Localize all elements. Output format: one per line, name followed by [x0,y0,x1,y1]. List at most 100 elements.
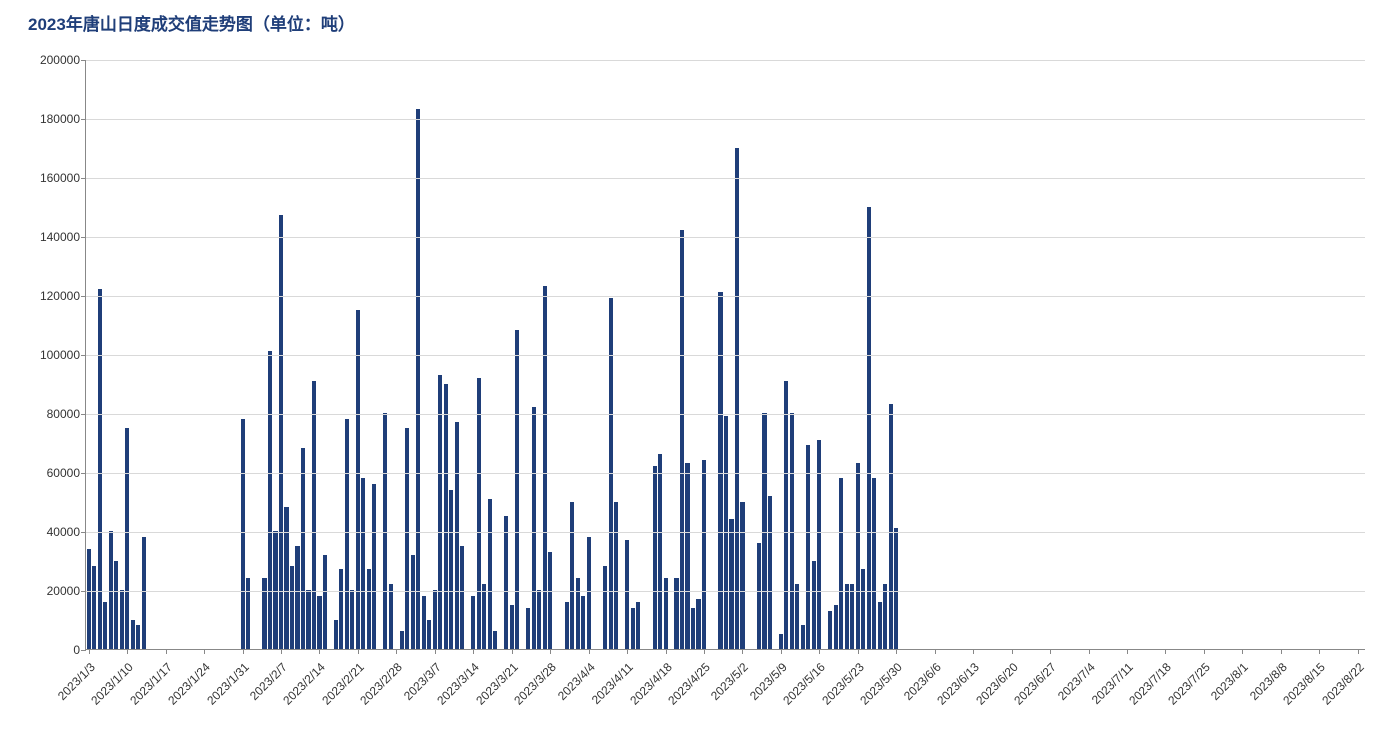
bar [268,351,272,649]
bar [87,549,91,649]
x-tick-mark [396,649,397,654]
y-tick-label: 100000 [10,348,80,362]
bar [526,608,530,649]
y-tick-mark [81,178,86,179]
x-tick-mark [281,649,282,654]
y-tick-mark [81,650,86,651]
y-tick-label: 160000 [10,171,80,185]
y-tick-label: 180000 [10,112,80,126]
y-tick-mark [81,119,86,120]
bar [702,460,706,649]
bar [131,620,135,650]
x-tick-mark [1050,649,1051,654]
bar [680,230,684,649]
bar [685,463,689,649]
x-tick-mark [166,649,167,654]
bar [416,109,420,649]
x-tick-mark [781,649,782,654]
x-tick-mark [319,649,320,654]
gridline [86,473,1365,474]
bar [284,507,288,649]
bar [356,310,360,649]
bar [477,378,481,649]
bar [587,537,591,649]
bar [839,478,843,649]
x-tick-mark [1242,649,1243,654]
bar [438,375,442,649]
bar [779,634,783,649]
bar [350,590,354,649]
bar [537,590,541,649]
x-tick-mark [473,649,474,654]
gridline [86,355,1365,356]
x-tick-mark [127,649,128,654]
bar [312,381,316,649]
bar [735,148,739,650]
bar [317,596,321,649]
bar [290,566,294,649]
x-tick-mark [935,649,936,654]
bar [653,466,657,649]
y-tick-mark [81,296,86,297]
bar [422,596,426,649]
bar [339,569,343,649]
y-tick-label: 140000 [10,230,80,244]
bar [449,490,453,649]
bar [762,413,766,649]
bar [142,537,146,649]
bar [806,445,810,649]
bar [801,625,805,649]
bar [696,599,700,649]
bar [125,428,129,649]
y-tick-mark [81,473,86,474]
bar [867,207,871,650]
x-tick-mark [1358,649,1359,654]
bar [625,540,629,649]
y-tick-mark [81,237,86,238]
bar [548,552,552,649]
y-tick-mark [81,355,86,356]
x-tick-mark [550,649,551,654]
x-tick-mark [1012,649,1013,654]
x-tick-mark [1319,649,1320,654]
bar [120,590,124,649]
y-tick-label: 0 [10,643,80,657]
bar [482,584,486,649]
bar [411,555,415,649]
bar [812,561,816,650]
x-tick-mark [704,649,705,654]
bar [515,330,519,649]
bar [361,478,365,649]
bar [323,555,327,649]
y-tick-label: 120000 [10,289,80,303]
bar [532,407,536,649]
bar [570,502,574,650]
bar [262,578,266,649]
bar [345,419,349,649]
bar [367,569,371,649]
x-tick-mark [896,649,897,654]
bar [845,584,849,649]
x-tick-mark [589,649,590,654]
bar [729,519,733,649]
bar [504,516,508,649]
bar [543,286,547,649]
bar [427,620,431,650]
x-tick-mark [858,649,859,654]
bar [241,419,245,649]
bar [828,611,832,649]
bar [471,596,475,649]
bar [581,596,585,649]
bar [136,625,140,649]
bar [576,578,580,649]
bar [795,584,799,649]
bar [433,590,437,649]
bar [301,448,305,649]
bar [889,404,893,649]
bar [603,566,607,649]
y-tick-label: 40000 [10,525,80,539]
gridline [86,591,1365,592]
x-tick-mark [742,649,743,654]
x-tick-mark [666,649,667,654]
y-tick-label: 200000 [10,53,80,67]
